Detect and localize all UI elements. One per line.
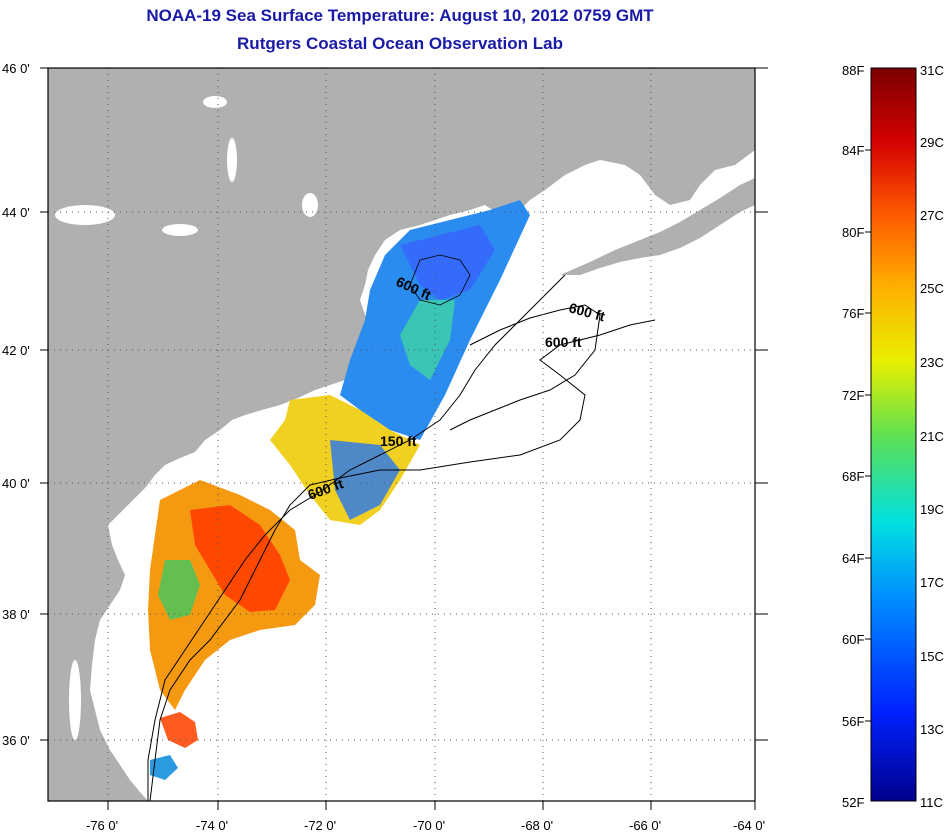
contour-label: 600 ft [545, 334, 582, 350]
colorbar-f-label: 64F [842, 551, 864, 566]
colorbar-c-label: 15C [920, 649, 944, 664]
lon-label-68: -68 0' [521, 818, 553, 833]
sst-swath-north-cool [400, 225, 495, 300]
map-subtitle: Rutgers Coastal Ocean Observation Lab [237, 34, 563, 53]
colorbar-f-label: 80F [842, 225, 864, 240]
sst-swath-south-hot [190, 505, 290, 612]
colorbar-ticks [865, 149, 871, 722]
contour-gulf-maine [409, 254, 471, 306]
lon-label-76: -76 0' [86, 818, 118, 833]
lake [227, 138, 237, 182]
lake [55, 205, 115, 225]
contour-label: 150 ft [380, 433, 417, 449]
lake [162, 224, 198, 236]
lat-label-44: 44 0' [2, 205, 30, 220]
map-title: NOAA-19 Sea Surface Temperature: August … [146, 6, 654, 25]
colorbar-f-label: 84F [842, 143, 864, 158]
axis-ticks [40, 67, 768, 810]
colorbar-c-label: 11C [920, 795, 943, 810]
lon-label-74: -74 0' [196, 818, 228, 833]
sst-swath-mid-blue [330, 440, 400, 520]
sst-swath-south-green [158, 560, 200, 620]
sst-swath-north-green [400, 300, 455, 380]
lat-label-38: 38 0' [2, 607, 30, 622]
colorbar-c-label: 21C [920, 429, 944, 444]
colorbar-c-label: 23C [920, 355, 944, 370]
colorbar-c-label: 17C [920, 575, 944, 590]
lake [302, 193, 318, 217]
colorbar-f-label: 76F [842, 306, 864, 321]
contour-150ft [147, 274, 566, 801]
lon-label-70: -70 0' [413, 818, 445, 833]
lat-label-40: 40 0' [2, 476, 30, 491]
colorbar-f-label: 88F [842, 63, 864, 78]
lat-label-42: 42 0' [2, 343, 30, 358]
colorbar-f-label: 52F [842, 795, 864, 810]
lat-label-36: 36 0' [2, 733, 30, 748]
chesapeake-bay [69, 660, 81, 740]
colorbar-f-label: 56F [842, 714, 864, 729]
colorbar-c-label: 29C [920, 135, 944, 150]
map-frame [47, 67, 756, 802]
lon-label-66: -66 0' [629, 818, 661, 833]
lat-label-46: 46 0' [2, 61, 30, 76]
colorbar-c-label: 13C [920, 722, 944, 737]
colorbar [870, 67, 917, 802]
lon-label-72: -72 0' [304, 818, 336, 833]
colorbar-c-label: 31C [920, 63, 944, 78]
colorbar-c-label: 19C [920, 502, 944, 517]
contour-600ft [149, 319, 656, 801]
colorbar-f-label: 68F [842, 469, 864, 484]
colorbar-c-label: 27C [920, 208, 944, 223]
colorbar-f-label: 60F [842, 632, 864, 647]
sst-swath-cape-hatteras [160, 712, 198, 748]
land-nova-scotia [560, 178, 755, 275]
lake [203, 96, 227, 108]
colorbar-f-label: 72F [842, 388, 864, 403]
lat-lon-grid [48, 68, 755, 801]
land-us-east-coast [48, 68, 755, 801]
lon-label-64: -64 0' [733, 818, 765, 833]
colorbar-c-label: 25C [920, 281, 944, 296]
sst-swath-scatter [150, 755, 178, 780]
